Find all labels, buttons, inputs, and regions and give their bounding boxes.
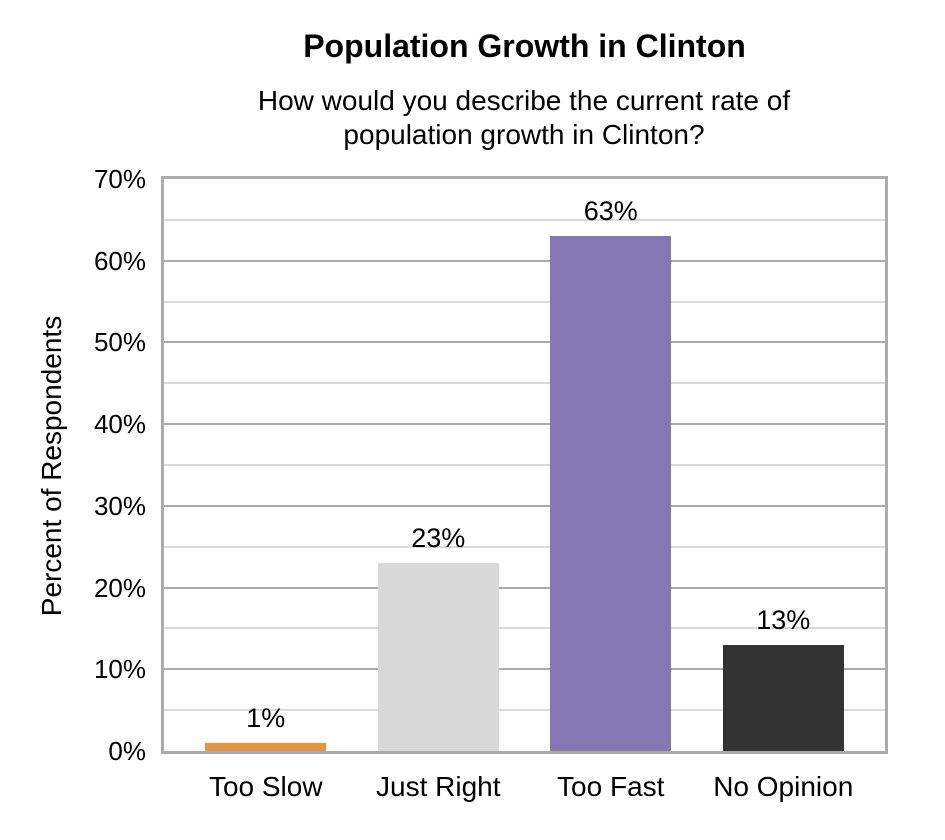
y-tick-60: 60%	[93, 245, 146, 276]
y-tick-40: 40%	[93, 409, 146, 440]
category-label-too-fast: Too Fast	[557, 771, 665, 802]
category-label-just-right: Just Right	[376, 771, 501, 802]
bar-value-label-too-fast: 63%	[583, 196, 638, 227]
bar-value-label-too-slow: 1%	[246, 702, 286, 733]
major-gridline-10	[164, 668, 885, 671]
bar-just-right	[377, 563, 499, 751]
chart-subtitle: How would you describe the current rate …	[257, 85, 791, 150]
bar-no-opinion	[722, 644, 844, 751]
bar-value-label-just-right: 23%	[411, 523, 466, 554]
y-tick-0: 0%	[108, 736, 146, 766]
minor-gridline-55	[164, 300, 885, 303]
y-tick-10: 10%	[93, 654, 146, 685]
category-label-no-opinion: No Opinion	[713, 771, 854, 802]
minor-gridline-25	[164, 545, 885, 548]
minor-gridline-5	[164, 709, 885, 712]
chart-title: Population Growth in Clinton	[303, 28, 746, 64]
y-tick-50: 50%	[93, 327, 146, 358]
minor-gridline-65	[164, 218, 885, 221]
y-tick-20: 20%	[93, 572, 146, 603]
bar-value-label-no-opinion: 13%	[756, 604, 811, 635]
bar-too-slow	[205, 742, 327, 751]
major-gridline-20	[164, 586, 885, 589]
major-gridline-30	[164, 504, 885, 507]
y-axis-title: Percent of Respondents	[36, 315, 67, 617]
bar-too-fast	[550, 236, 672, 751]
plot-area: 1% 23% 63% 13%	[161, 176, 888, 754]
y-tick-70: 70%	[93, 164, 146, 194]
category-label-too-slow: Too Slow	[208, 771, 323, 802]
y-tick-30: 30%	[93, 490, 146, 521]
major-gridline-50	[164, 341, 885, 344]
major-gridline-40	[164, 423, 885, 426]
major-gridline-60	[164, 259, 885, 262]
minor-gridline-15	[164, 627, 885, 630]
minor-gridline-45	[164, 382, 885, 385]
minor-gridline-35	[164, 464, 885, 466]
